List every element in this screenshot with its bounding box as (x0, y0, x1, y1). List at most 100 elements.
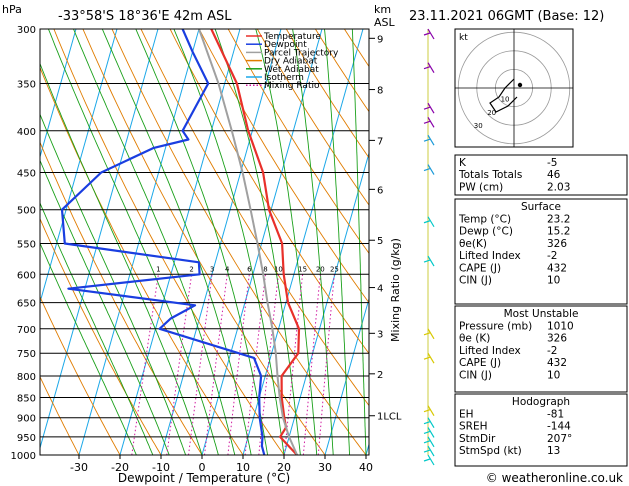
hodograph-kt-label: kt (459, 33, 468, 43)
km-label: km (374, 3, 391, 16)
x-tick-label: -30 (70, 461, 88, 474)
series-lines (60, 29, 301, 455)
hodograph-ring-label: 20 (487, 109, 496, 117)
wind-barb-flag (423, 32, 431, 36)
km-tick-label: 2 (377, 370, 383, 381)
surface-row-value: -2 (547, 250, 557, 262)
surface-row-value: 23.2 (547, 214, 570, 226)
isotherm-line (283, 151, 369, 455)
hodograph-ring-label: 10 (501, 95, 510, 103)
isotherm-line (40, 29, 159, 450)
dry-adiabat-line (577, 29, 629, 455)
most-unstable-row-label: Pressure (mb) (459, 321, 532, 333)
isotherm-line (324, 296, 369, 455)
wind-barb-flag (423, 120, 431, 124)
legend-entry: Dry Adiabat (264, 57, 318, 67)
wind-barb-flag (423, 440, 431, 444)
most-unstable-row-label: CAPE (J) (459, 357, 501, 369)
parcel-trajectory-line (198, 29, 299, 455)
most-unstable-row-value: 432 (547, 357, 567, 369)
surface-row-label: Lifted Index (459, 250, 521, 262)
hodograph-table-row-label: StmSpd (kt) (459, 445, 522, 457)
wind-barb-flag (423, 449, 431, 453)
mixing-ratio-axis-label: Mixing Ratio (g/kg) (389, 238, 402, 342)
pressure-tick-label: 1000 (11, 451, 36, 462)
x-tick-label: 0 (199, 461, 206, 474)
x-axis-label: Dewpoint / Temperature (°C) (118, 471, 290, 485)
hodograph-table-box (454, 393, 628, 467)
surface-row-label: θe(K) (459, 238, 487, 250)
mixing-ratio-label: 25 (330, 265, 339, 273)
mixing-ratio-label: 20 (316, 265, 325, 273)
hodograph-table-row-value: -144 (547, 421, 571, 433)
surface-row-label: CAPE (J) (459, 262, 501, 274)
wind-barb-flag (423, 66, 431, 70)
surface-row-value: 432 (547, 262, 567, 274)
indices-row-value: 2.03 (547, 181, 570, 193)
mixing-ratio-line (244, 274, 266, 455)
indices-box (454, 154, 628, 196)
wind-barb (427, 328, 435, 340)
surface-row-value: 15.2 (547, 226, 570, 238)
wind-barb (427, 427, 435, 438)
most-unstable-row-value: 10 (547, 369, 560, 381)
wind-barb-flag (423, 409, 431, 413)
wind-barb (427, 164, 435, 175)
surface-row-value: 326 (547, 238, 567, 250)
isotherm-line (242, 29, 364, 455)
indices-row-value: -5 (547, 157, 557, 169)
hodograph-table-row-value: 207° (547, 433, 572, 445)
hodograph-table-title: Hodograph (512, 396, 570, 408)
legend-entry: Isotherm (264, 73, 304, 83)
wind-barb (427, 28, 435, 40)
pressure-tick-label: 850 (17, 394, 36, 405)
km-tick-label: 3 (377, 329, 383, 340)
wind-barb (427, 405, 435, 417)
asl-label: ASL (374, 16, 396, 29)
dry-adiabat-line (227, 29, 369, 255)
mixing-ratio-label: 1 (156, 265, 160, 273)
x-tick-label: 10 (236, 461, 250, 474)
dry-adiabat-line (256, 29, 369, 206)
mixing-ratio-line (188, 274, 213, 455)
hodograph-ring-label: 30 (474, 122, 483, 130)
km-tick-label: 6 (377, 185, 383, 196)
wind-barb (427, 134, 435, 146)
mixing-ratio-label: 4 (225, 265, 230, 273)
storm-motion-marker (517, 82, 523, 88)
pressure-tick-label: 900 (17, 414, 36, 425)
temperature-line (210, 29, 301, 455)
mixing-ratio-line (317, 274, 335, 455)
legend-entry: Wet Adiabat (264, 65, 319, 75)
pressure-tick-label: 350 (17, 80, 36, 91)
hodograph-table-row-label: SREH (459, 421, 488, 433)
wind-barb-flag (423, 332, 431, 336)
dewpoint-line (60, 29, 266, 455)
wind-barb-flag (423, 458, 431, 462)
indices-row-label: PW (cm) (459, 181, 503, 193)
most-unstable-row-label: CIN (J) (459, 369, 492, 381)
x-tick-label: -20 (111, 461, 129, 474)
isotherm-line (40, 29, 77, 159)
skewt-plot-area: 1 2 3 4 6 8 10 15 20 25 TemperatureDewpointParcel… (39, 28, 629, 456)
indices-row-label: K (459, 157, 467, 169)
x-tick-label: 40 (359, 461, 373, 474)
legend-entry: Parcel Trajectory (264, 48, 339, 58)
dry-adiabat-line (40, 375, 80, 455)
most-unstable-row-value: -2 (547, 345, 557, 357)
pressure-tick-label: 800 (17, 372, 36, 383)
x-tick-label: 30 (318, 461, 332, 474)
km-tick-label: 1LCL (377, 412, 402, 423)
wind-barb-flag (423, 421, 431, 425)
most-unstable-title: Most Unstable (504, 308, 579, 320)
wind-barb (427, 445, 435, 457)
dry-adiabat-line (285, 29, 369, 159)
mixing-ratio-line (227, 274, 250, 455)
wind-barb (427, 62, 435, 74)
pressure-tick-label: 450 (17, 169, 36, 180)
wind-barb (427, 352, 435, 364)
wind-barb (427, 417, 435, 429)
mixing-ratio-labels: 1 2 3 4 6 8 10 15 20 25 (156, 265, 339, 273)
indices-row-label: Totals Totals (458, 169, 522, 181)
